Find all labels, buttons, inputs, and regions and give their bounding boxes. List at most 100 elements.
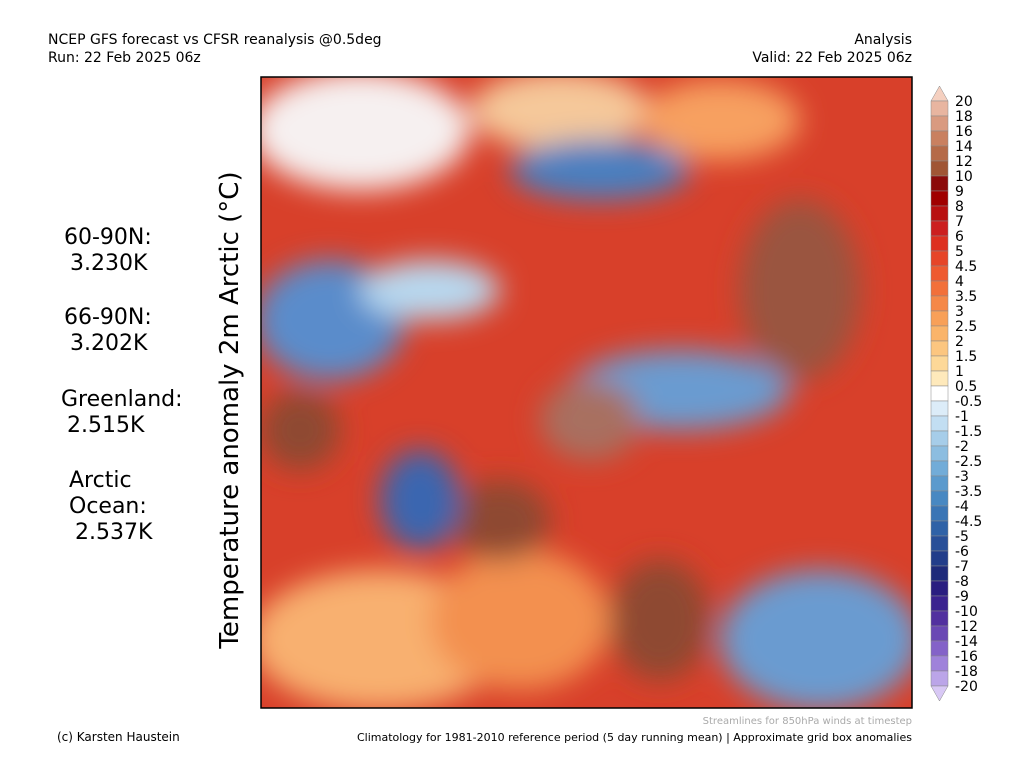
colorbar-label: 0.5 xyxy=(955,379,977,395)
colorbar-swatch xyxy=(930,130,949,147)
colorbar-swatch xyxy=(930,400,949,417)
colorbar-swatch xyxy=(930,295,949,312)
colorbar-label: -12 xyxy=(955,619,978,635)
colorbar-label: 2.5 xyxy=(955,319,977,335)
colorbar-label: 8 xyxy=(955,199,964,215)
colorbar-extension xyxy=(930,85,949,102)
map xyxy=(261,77,912,708)
colorbar-extension xyxy=(930,685,949,702)
colorbar-swatch xyxy=(930,580,949,597)
colorbar-swatch xyxy=(930,355,949,372)
stat-label: 66-90N: xyxy=(64,305,152,330)
colorbar-swatch xyxy=(930,220,949,237)
colorbar-swatch xyxy=(930,385,949,402)
colorbar-swatch xyxy=(930,340,949,357)
colorbar-label: 3 xyxy=(955,304,964,320)
stat-value: 2.537K xyxy=(75,520,153,545)
field-patch xyxy=(470,77,650,150)
colorbar-label: -9 xyxy=(955,589,969,605)
colorbar-label: -1 xyxy=(955,409,969,425)
colorbar-label: 14 xyxy=(955,139,973,155)
colorbar-swatch xyxy=(930,280,949,297)
colorbar-label: -1.5 xyxy=(955,424,982,440)
colorbar-swatch xyxy=(930,415,949,432)
colorbar-swatch xyxy=(930,460,949,477)
stat-label: Ocean: xyxy=(69,494,147,519)
colorbar-swatch xyxy=(930,550,949,567)
footnote: Climatology for 1981-2010 reference peri… xyxy=(357,731,912,744)
colorbar-label: -6 xyxy=(955,544,969,560)
colorbar-swatch xyxy=(930,100,949,117)
colorbar-label: -0.5 xyxy=(955,394,982,410)
colorbar-swatch xyxy=(930,445,949,462)
colorbar-swatch xyxy=(930,655,949,672)
streamlines-note: Streamlines for 850hPa winds at timestep xyxy=(703,716,912,727)
colorbar-label: -2.5 xyxy=(955,454,982,470)
colorbar-swatch xyxy=(930,370,949,387)
colorbar-swatch xyxy=(930,625,949,642)
stats: 60-90N:3.230K 66-90N:3.202K Greenland:2.51… xyxy=(61,225,183,545)
credit: (c) Karsten Haustein xyxy=(57,730,180,744)
colorbar-label: 12 xyxy=(955,154,973,170)
colorbar-label: -2 xyxy=(955,439,969,455)
valid-time: Valid: 22 Feb 2025 06z xyxy=(752,50,912,66)
field-patch xyxy=(640,80,800,160)
field-patch xyxy=(540,380,640,460)
colorbar-label: 9 xyxy=(955,184,964,200)
colorbar-label: 4 xyxy=(955,274,964,290)
colorbar-swatch xyxy=(930,265,949,282)
title: NCEP GFS forecast vs CFSR reanalysis @0.… xyxy=(48,32,382,48)
colorbar-swatch xyxy=(930,310,949,327)
field-patch xyxy=(380,450,460,550)
stat-label: Arctic xyxy=(69,468,132,493)
field-patch xyxy=(430,550,610,690)
colorbar-label: -3 xyxy=(955,469,969,485)
colorbar-swatch xyxy=(930,205,949,222)
colorbar-swatch xyxy=(930,505,949,522)
colorbar-label: 6 xyxy=(955,229,964,245)
map-frame xyxy=(260,76,913,709)
colorbar-swatch xyxy=(930,595,949,612)
colorbar-label: -20 xyxy=(955,679,978,695)
stat-label: Greenland: xyxy=(61,387,183,412)
colorbar-label: 2 xyxy=(955,334,964,350)
colorbar-label: -3.5 xyxy=(955,484,982,500)
map-field xyxy=(261,77,912,708)
field-patch xyxy=(720,570,912,708)
field-patch xyxy=(740,200,860,380)
colorbar-swatch xyxy=(930,535,949,552)
colorbar-label: 1 xyxy=(955,364,964,380)
field-patch xyxy=(261,390,340,470)
colorbar-label: 7 xyxy=(955,214,964,230)
colorbar-swatch xyxy=(930,490,949,507)
colorbar-swatch xyxy=(930,565,949,582)
colorbar-label: -8 xyxy=(955,574,969,590)
field-patch xyxy=(261,77,470,190)
colorbar-swatch xyxy=(930,175,949,192)
field-patch xyxy=(450,480,550,560)
colorbar-swatch xyxy=(930,250,949,267)
colorbar-label: -7 xyxy=(955,559,969,575)
colorbar-label: -4.5 xyxy=(955,514,982,530)
colorbar-label: 20 xyxy=(955,94,973,110)
colorbar-label: 16 xyxy=(955,124,973,140)
stat-value: 3.230K xyxy=(70,251,148,276)
colorbar-swatch xyxy=(930,475,949,492)
stat-label: 60-90N: xyxy=(64,225,152,250)
colorbar-label: 5 xyxy=(955,244,964,260)
colorbar-label: 3.5 xyxy=(955,289,977,305)
colorbar-label: -14 xyxy=(955,634,978,650)
colorbar-label: -5 xyxy=(955,529,969,545)
colorbar-swatch xyxy=(930,430,949,447)
colorbar-swatch xyxy=(930,640,949,657)
field-patch xyxy=(510,140,690,200)
field-patch xyxy=(360,260,500,320)
analysis: Analysis xyxy=(854,32,912,48)
colorbar: 201816141210987654.543.532.521.510.5-0.5… xyxy=(930,85,982,702)
colorbar-label: 18 xyxy=(955,109,973,125)
colorbar-swatch xyxy=(930,145,949,162)
stat-value: 3.202K xyxy=(70,331,148,356)
colorbar-label: 10 xyxy=(955,169,973,185)
field-patch xyxy=(610,560,710,680)
